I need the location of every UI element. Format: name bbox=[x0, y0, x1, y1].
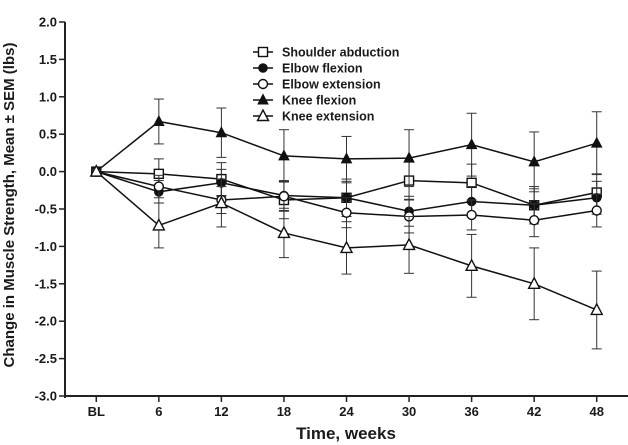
legend-marker bbox=[257, 46, 269, 58]
data-point bbox=[340, 152, 353, 164]
legend-marker bbox=[258, 63, 268, 73]
data-point bbox=[590, 136, 603, 148]
legend-marker bbox=[256, 108, 270, 122]
x-tick-label: BL bbox=[88, 404, 105, 419]
data-point bbox=[153, 114, 165, 126]
legend-marker bbox=[257, 78, 269, 90]
data-point bbox=[89, 164, 103, 177]
data-point bbox=[215, 126, 228, 138]
legend-item: Elbow flexion bbox=[253, 62, 363, 76]
legend-marker bbox=[257, 93, 269, 105]
x-tick-label: 42 bbox=[527, 404, 541, 419]
data-point bbox=[402, 237, 416, 251]
legend-item: Elbow extension bbox=[253, 78, 381, 92]
y-tick-label: -1.0 bbox=[35, 239, 57, 254]
y-tick-label: -2.5 bbox=[35, 351, 57, 366]
data-point bbox=[403, 151, 415, 163]
x-tick-label: 48 bbox=[589, 404, 603, 419]
y-tick-label: 0.0 bbox=[39, 164, 57, 179]
data-point bbox=[339, 240, 354, 254]
legend-label: Elbow flexion bbox=[282, 62, 363, 76]
data-point bbox=[590, 302, 604, 316]
data-point bbox=[528, 155, 540, 167]
data-point bbox=[341, 207, 352, 218]
y-tick-label: -1.5 bbox=[35, 276, 57, 291]
y-tick-label: -3.0 bbox=[35, 389, 57, 404]
x-tick-label: 12 bbox=[214, 404, 228, 419]
x-tick-label: 18 bbox=[277, 404, 291, 419]
legend: Shoulder abduction Elbow flexion Elbow ext… bbox=[253, 46, 399, 124]
y-tick-label: 1.5 bbox=[39, 52, 57, 67]
legend-label: Knee extension bbox=[282, 110, 374, 124]
y-axis-title: Change in Muscle Strength, Mean ± SEM (l… bbox=[1, 43, 18, 368]
y-tick-label: 2.0 bbox=[39, 15, 57, 30]
axes: 2.0 1.5 1.0 0.5 0.0 -0.5 -1.0 -1.5 -2.0 -2.5 -3.0 B… bbox=[35, 15, 628, 419]
data-point bbox=[278, 149, 290, 161]
x-tick-label: 6 bbox=[155, 404, 162, 419]
legend-label: Shoulder abduction bbox=[282, 46, 399, 60]
legend-item: Knee extension bbox=[253, 108, 374, 124]
legend-label: Knee flexion bbox=[282, 94, 356, 108]
x-tick-label: 36 bbox=[464, 404, 478, 419]
y-tick-label: -2.0 bbox=[35, 314, 57, 329]
data-point bbox=[527, 276, 541, 289]
x-tick-label: 30 bbox=[402, 404, 416, 419]
y-tick-label: 0.5 bbox=[39, 127, 57, 142]
series-elbow-extension bbox=[91, 166, 602, 238]
data-point bbox=[278, 191, 290, 202]
series-knee-extension bbox=[89, 164, 604, 350]
data-point bbox=[465, 138, 478, 150]
data-point bbox=[591, 205, 602, 216]
series-layer bbox=[89, 98, 604, 350]
x-tick-label: 24 bbox=[339, 404, 354, 419]
data-point bbox=[152, 217, 166, 231]
data-point bbox=[153, 181, 165, 192]
data-point bbox=[528, 215, 540, 226]
legend-item: Shoulder abduction bbox=[253, 46, 399, 60]
y-tick-label: -0.5 bbox=[35, 202, 57, 217]
legend-item: Knee flexion bbox=[253, 93, 356, 108]
data-point bbox=[466, 209, 477, 221]
data-point bbox=[214, 195, 229, 209]
legend-label: Elbow extension bbox=[282, 78, 381, 92]
data-point bbox=[277, 225, 291, 239]
data-point bbox=[466, 177, 477, 189]
data-point bbox=[464, 258, 479, 272]
x-axis-title: Time, weeks bbox=[296, 424, 396, 443]
y-tick-label: 1.0 bbox=[39, 89, 57, 104]
